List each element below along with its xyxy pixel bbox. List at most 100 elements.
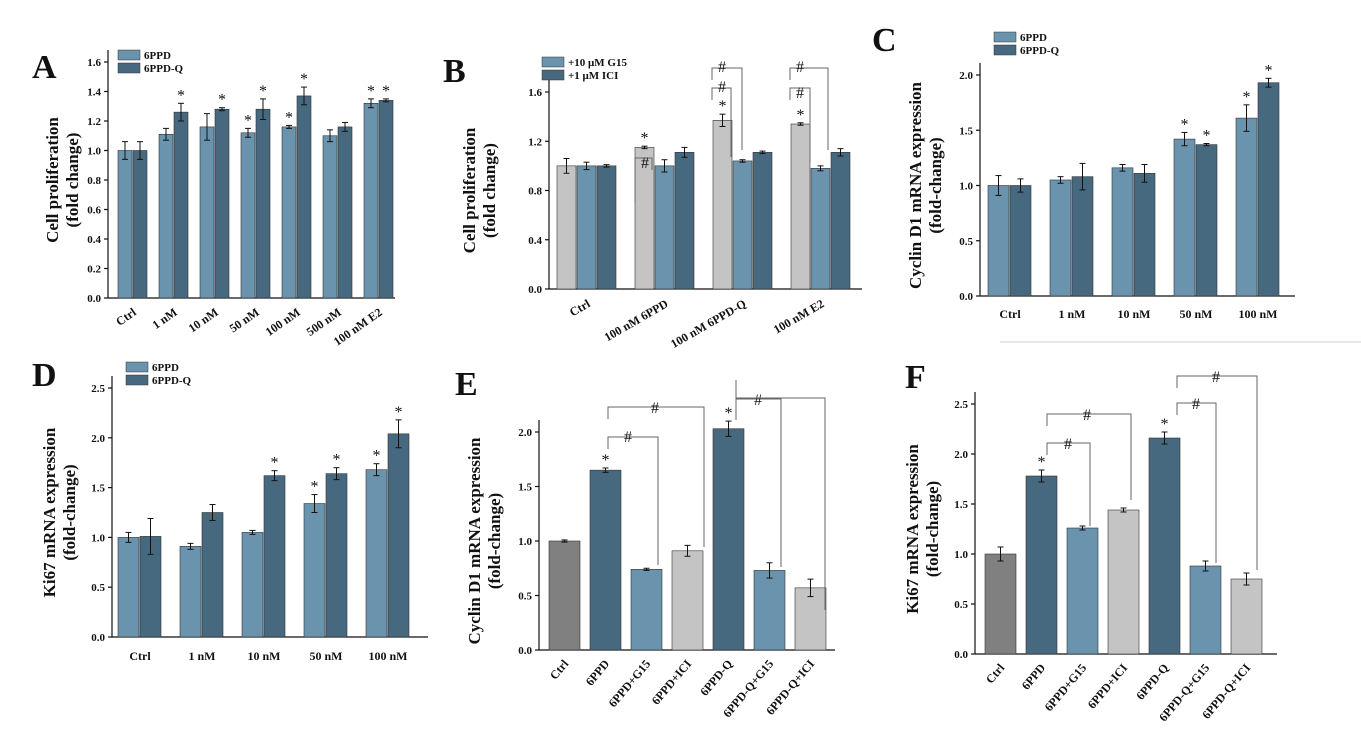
y-axis-label: Cell proliferation(fold change)	[43, 117, 82, 243]
panel-e: E 0.0 0.5 1.0 1.5 2.0 Cyclin D1 mRNA expressio…	[455, 366, 835, 720]
bar	[214, 108, 230, 299]
x-tick-label: 6PPD+ICI	[649, 657, 695, 708]
bar	[1173, 138, 1196, 297]
bar	[1071, 176, 1094, 297]
significance-mark: *	[1203, 128, 1211, 145]
legend-swatch	[541, 56, 565, 68]
y-axis-label: Cyclin D1 mRNA expression(fold-change)	[465, 437, 504, 645]
x-tick-label: Ctrl	[567, 296, 593, 319]
bar	[1111, 167, 1134, 297]
significance-mark: *	[333, 452, 341, 469]
significance-mark: *	[177, 87, 185, 104]
comparison-label: #	[624, 429, 632, 446]
y-tick-label: 0.0	[954, 649, 968, 661]
bar	[671, 550, 704, 651]
bar	[1230, 578, 1263, 655]
legend-swatch	[993, 44, 1017, 56]
bar	[1235, 117, 1258, 297]
significance-mark: *	[259, 83, 267, 100]
panel-label: C	[872, 22, 897, 59]
y-tick-label: 1.5	[959, 125, 973, 137]
panel-b: B 0.0 0.4 0.8 1.2 1.6 Cell proliferation(fold …	[443, 53, 862, 351]
x-tick-label: 6PPD	[583, 657, 613, 689]
x-tick-label: 10 nM	[186, 305, 221, 335]
legend-label: 6PPD	[1020, 32, 1047, 44]
comparison-bracket	[735, 380, 826, 610]
y-tick-label: 0.8	[87, 175, 101, 187]
y-tick-label: 0.5	[954, 599, 968, 611]
bar	[132, 150, 148, 299]
bar	[732, 160, 753, 290]
comparison-label: #	[718, 79, 726, 96]
legend-label: 6PPD-Q	[1020, 45, 1060, 57]
bar	[387, 433, 410, 638]
x-tick-label: 100 nM E2	[771, 296, 827, 336]
significance-mark: *	[271, 455, 279, 472]
panel-label: F	[905, 359, 926, 396]
comparison-bracket	[711, 67, 743, 150]
comparison-bracket	[711, 87, 732, 157]
comparison-label: #	[1192, 396, 1200, 413]
bar	[810, 168, 831, 290]
bar	[712, 428, 745, 651]
panel-label: E	[455, 366, 478, 403]
y-tick-label: 1.5	[518, 482, 532, 494]
y-tick-label: 1.5	[954, 499, 968, 511]
x-tick-label: 1 nM	[189, 649, 216, 663]
y-tick-label: 2.0	[954, 449, 968, 461]
legend-swatch	[541, 69, 565, 81]
x-tick-label: 100 nM	[1239, 307, 1278, 321]
legend-swatch	[125, 374, 149, 386]
significance-mark: *	[285, 109, 293, 126]
x-tick-label: 6PPD+G15	[1042, 661, 1090, 714]
bar	[117, 150, 133, 299]
bar	[556, 165, 577, 290]
bar	[240, 132, 256, 299]
bar	[752, 152, 773, 290]
bar	[263, 475, 286, 638]
bar	[794, 587, 827, 651]
bar	[1107, 509, 1140, 655]
legend-label: +1 μM ICI	[568, 70, 618, 82]
y-tick-label: 0.0	[91, 632, 105, 644]
y-tick-label: 1.6	[528, 87, 542, 99]
legend-swatch	[125, 361, 149, 373]
x-tick-label: 50 nM	[310, 649, 343, 663]
y-tick-label: 0.0	[528, 284, 542, 296]
bar	[158, 133, 174, 299]
bar	[1049, 179, 1072, 297]
significance-mark: *	[244, 112, 252, 129]
bar	[589, 469, 622, 651]
comparison-label: #	[718, 59, 726, 76]
bar	[322, 135, 338, 299]
x-tick-label: 1 nM	[150, 305, 180, 332]
bar	[117, 537, 140, 638]
y-axis-label-line: Cyclin D1 mRNA expression	[906, 81, 925, 289]
y-tick-label: 1.2	[87, 116, 101, 128]
panel-label: B	[443, 53, 466, 90]
significance-mark: *	[1265, 62, 1273, 79]
y-tick-label: 1.0	[91, 532, 105, 544]
y-axis-label: Ki67 mRNA expression(fold-change)	[903, 444, 942, 614]
y-tick-label: 0.0	[959, 291, 973, 303]
x-tick-label: 100 nM	[369, 649, 408, 663]
legend-label: 6PPD-Q	[152, 375, 192, 387]
y-tick-label: 0.5	[91, 582, 105, 594]
comparison-bracket	[607, 406, 705, 547]
x-tick-label: 100 nM 6PPD	[602, 296, 671, 344]
significance-mark: *	[725, 405, 733, 422]
significance-mark: *	[1181, 116, 1189, 133]
significance-mark: *	[719, 98, 727, 115]
comparison-label: #	[651, 400, 659, 417]
x-tick-label: 100 nM	[263, 305, 303, 339]
bar	[201, 512, 224, 638]
bar	[576, 165, 597, 290]
comparison-label: #	[641, 155, 649, 172]
bar	[630, 569, 663, 651]
y-tick-label: 0.4	[87, 234, 101, 246]
bar	[296, 95, 312, 299]
y-tick-label: 2.0	[91, 433, 105, 445]
bar	[363, 103, 379, 299]
y-axis-label-line: Cell proliferation	[460, 127, 479, 253]
